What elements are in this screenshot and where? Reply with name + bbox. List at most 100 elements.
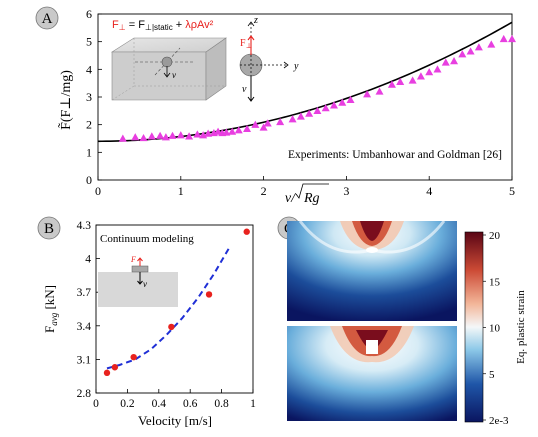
data-point-triangle <box>450 57 459 65</box>
y-tick-label: 5 <box>86 35 92 49</box>
data-point-triangle <box>474 43 483 51</box>
y-tick-label: 4 <box>86 62 92 76</box>
z-axis-arrow-icon <box>247 21 255 27</box>
data-point-triangle <box>222 128 231 136</box>
intruder-icon <box>366 340 378 354</box>
data-point-circle <box>103 369 111 377</box>
sqrt-symbol <box>295 183 329 199</box>
x-tick-label: 0 <box>95 184 101 198</box>
data-point-triangle <box>176 131 185 139</box>
data-point-triangle <box>276 117 285 126</box>
y-tick-label: 0 <box>86 173 92 187</box>
colorbar-tick-label: 5 <box>489 369 495 381</box>
x-tick-label: 4 <box>426 184 432 198</box>
panel-b-y-axis-label: Favg [kN] <box>42 285 59 333</box>
panel-c-heatmap-top <box>287 220 457 321</box>
intruder-sphere-icon <box>161 56 173 68</box>
y-tick-label: 2.8 <box>77 388 92 400</box>
data-point-triangle <box>139 133 148 142</box>
x-tick-label: 1 <box>178 184 184 198</box>
y-tick-label: 4.3 <box>77 220 92 232</box>
y-tick-label: 1 <box>86 145 92 159</box>
data-point-triangle <box>161 133 170 141</box>
panel-b-markers <box>103 228 250 377</box>
data-point-triangle <box>131 133 140 141</box>
data-point-triangle <box>185 132 194 140</box>
formula-plus: + <box>173 19 186 31</box>
data-point-triangle <box>234 126 243 134</box>
x-tick-label: 0.8 <box>214 398 229 410</box>
data-point-triangle <box>321 104 330 112</box>
panel-b-plot-frame <box>95 224 254 394</box>
panel-a-x-label-main: v/ <box>285 191 296 206</box>
data-point-triangle <box>425 68 434 76</box>
panel-a-y-ticks: 0 1 2 3 4 5 6 <box>86 7 102 187</box>
x-tick-label: 0.2 <box>120 398 135 410</box>
data-point-triangle <box>288 115 297 123</box>
panel-b-x-ticks: 0 0.2 0.4 0.6 0.8 1 <box>93 389 256 410</box>
formula-mid: = F <box>126 19 146 31</box>
data-point-triangle <box>243 124 252 133</box>
colorbar-tick-label: 20 <box>489 230 501 242</box>
y-tick-label: 3.1 <box>77 354 92 366</box>
x-tick-label: 0 <box>93 398 99 410</box>
panel-b-badge-circle <box>37 216 61 240</box>
intruder-icon <box>366 247 378 253</box>
data-point-triangle <box>458 50 467 58</box>
data-point-triangle <box>118 134 127 142</box>
panel-b-x-axis-label: Velocity [m/s] <box>138 413 212 428</box>
x-tick-label: 0.6 <box>183 398 198 410</box>
panel-a-box-inset: v <box>110 37 227 101</box>
data-point-triangle <box>408 76 417 84</box>
y-tick-label: 3 <box>86 90 92 104</box>
data-point-triangle <box>305 109 314 117</box>
y-axis-arrow-icon <box>283 61 289 69</box>
box-inset-v-label: v <box>172 70 176 80</box>
panel-a-markers <box>118 34 516 142</box>
panel-b-y-ticks: 2.8 3.1 3.4 3.7 4 4.3 <box>77 220 100 400</box>
panel-b-badge: B <box>44 221 54 237</box>
panel-b-inset-v: v <box>143 279 147 289</box>
y-tick-label: 3.4 <box>77 321 92 333</box>
panel-a-y-axis-label: F̃(F⊥/mg) <box>57 70 74 130</box>
data-point-triangle <box>346 95 355 103</box>
data-point-triangle <box>387 80 396 88</box>
panel-b-inset-F: F <box>130 255 136 264</box>
data-point-triangle <box>466 47 475 55</box>
data-point-circle <box>111 364 119 371</box>
panel-a-badge: A <box>42 11 53 27</box>
panel-b-inset: F v <box>98 255 178 307</box>
colorbar-label: Eq. plastic strain <box>515 290 527 364</box>
data-point-triangle <box>156 131 165 139</box>
data-point-triangle <box>193 130 202 138</box>
panel-b-annotation: Continuum modeling <box>100 233 194 245</box>
inset-z-label: z <box>253 15 258 26</box>
data-point-circle <box>130 353 137 361</box>
data-point-triangle <box>416 72 425 80</box>
data-point-triangle <box>487 40 496 48</box>
data-point-triangle <box>338 98 347 106</box>
panel-b: B 2.8 3.1 3.4 3.7 4 4.3 0 0.2 0.4 0.6 0.8 1 Favg [… <box>37 216 256 428</box>
inset-y-label: y <box>293 61 299 72</box>
force-arrow-icon <box>247 35 255 41</box>
panel-b-fit-curve <box>106 246 231 370</box>
y-tick-label: 2 <box>86 118 92 132</box>
panel-a-x-ticks: 0 1 2 3 4 5 <box>95 176 515 198</box>
y-tick-label: 4 <box>85 254 91 266</box>
data-point-triangle <box>499 34 508 43</box>
panel-a: A 0 1 2 3 4 5 6 0 1 2 3 4 5 F̃(F⊥/mg) v/ Rg F⊥ = F⊥… <box>35 6 516 206</box>
data-point-triangle <box>296 112 305 120</box>
x-tick-label: 1 <box>250 398 256 410</box>
panel-c-heatmap-bottom <box>287 326 457 421</box>
data-point-triangle <box>228 127 237 135</box>
colorbar-tick-label: 15 <box>489 276 501 288</box>
x-tick-label: 0.4 <box>152 398 167 410</box>
colorbar <box>464 231 484 423</box>
svg-text:F⊥ = F⊥|static + λρAv²: F⊥ = F⊥|static + λρAv² <box>112 19 214 32</box>
colorbar-tick-label: 10 <box>489 323 501 335</box>
panel-a-x-label-root: Rg <box>303 191 320 206</box>
inset-force-label: F⊥ <box>240 38 252 50</box>
data-point-triangle <box>259 123 268 131</box>
data-point-triangle <box>363 90 372 98</box>
